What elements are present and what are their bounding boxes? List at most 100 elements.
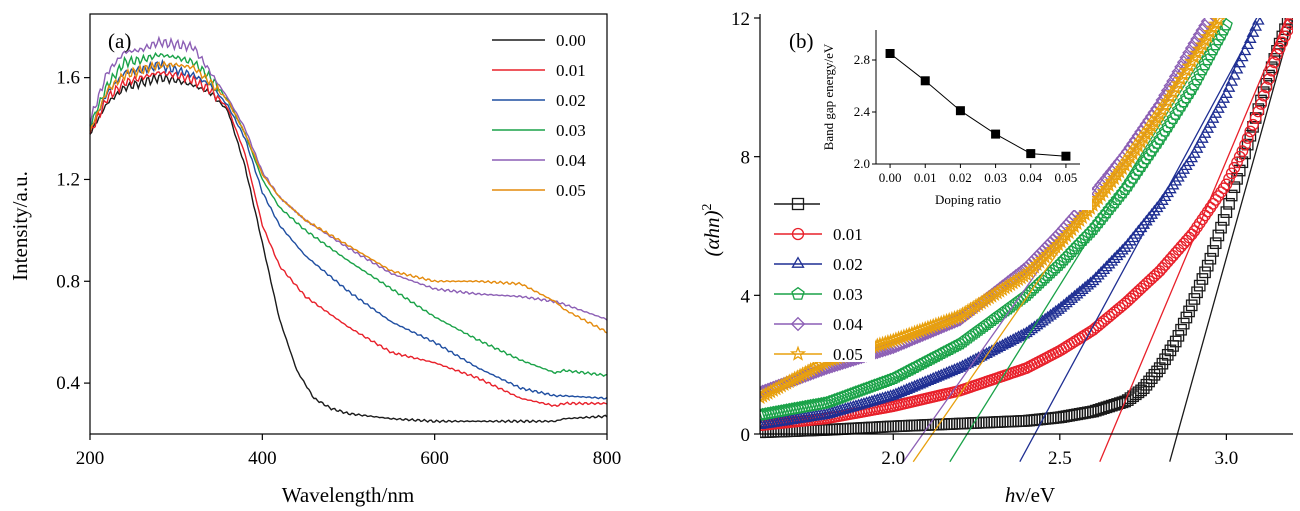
panel-b-data-marker	[1189, 45, 1205, 60]
panel-a-x-tick-label: 200	[76, 448, 105, 469]
inset-x-tick-label: 0.04	[1019, 170, 1042, 185]
panel-b-data-marker	[929, 370, 943, 382]
panel-b-series-0.02	[760, 18, 1265, 429]
panel-b-data-marker	[1208, 18, 1224, 31]
panel-b-data-marker	[932, 348, 945, 361]
panel-a-series-group	[89, 35, 608, 424]
panel-b-data-marker	[884, 389, 897, 401]
panel-b-data-marker	[1125, 145, 1141, 161]
panel-b-data-marker	[969, 325, 983, 338]
panel-b-data-marker	[926, 350, 940, 364]
panel-b-data-marker	[1116, 243, 1129, 255]
panel-a-legend-label: 0.03	[556, 121, 586, 140]
panel-b-legend-label: 0.04	[833, 315, 863, 334]
panel-a-legend-label: 0.02	[556, 91, 586, 110]
panel-b-x-tick-label: 3.0	[1215, 448, 1239, 469]
panel-b-data-marker	[932, 369, 945, 381]
panel-b-data-marker	[1110, 249, 1124, 261]
panel-b-data-marker	[1035, 244, 1050, 258]
inset-background	[820, 22, 1092, 210]
panel-b-data-marker	[900, 383, 913, 394]
panel-b-data-marker	[1233, 164, 1246, 177]
panel-b-data-marker	[905, 380, 919, 392]
panel-b-data-marker	[1167, 80, 1184, 96]
panel-b-data-marker	[1096, 183, 1112, 199]
panel-b-data-marker	[996, 305, 1009, 319]
panel-b-legend: 0.000.010.020.030.040.05	[770, 190, 875, 364]
panel-b-data-marker	[942, 342, 956, 355]
panel-b-data-marker	[972, 323, 985, 336]
panel-b-data-marker	[1191, 286, 1203, 299]
panel-a-plot-frame	[89, 13, 608, 435]
panel-b-data-marker	[1171, 103, 1185, 116]
panel-b-data-marker	[884, 372, 898, 385]
panel-b-data-marker	[846, 400, 860, 411]
panel-b-data-marker	[998, 304, 1012, 317]
panel-b-data-marker	[1172, 329, 1185, 342]
panel-b-data-marker	[1078, 230, 1092, 244]
panel-b-data-marker	[937, 367, 951, 379]
panel-b-data-marker	[900, 364, 914, 378]
panel-b-data-marker	[1284, 18, 1293, 30]
panel-b-data-marker	[894, 385, 908, 397]
panel-b-data-marker	[1102, 202, 1116, 215]
panel-b-data-marker	[1281, 18, 1293, 28]
panel-b-data-marker	[1046, 232, 1061, 247]
panel-b-data-marker	[1233, 150, 1246, 163]
panel-b-data-marker	[1100, 260, 1113, 272]
panel-b-data-marker	[1004, 300, 1017, 313]
panel-b-data-marker	[1182, 86, 1196, 100]
panel-b-data-marker	[902, 381, 916, 393]
panel-a-y-tick-label: 1.6	[56, 68, 80, 89]
panel-b-data-marker	[1177, 95, 1191, 108]
panel-b-legend-label: 0.02	[833, 255, 863, 274]
panel-b-data-marker	[1117, 157, 1133, 172]
panel-b-data-marker	[1196, 273, 1209, 285]
panel-b-data-marker	[1204, 252, 1217, 265]
panel-b-data-marker	[940, 343, 953, 357]
panel-b-data-marker	[1086, 274, 1100, 286]
panel-b-data-marker	[857, 382, 871, 395]
panel-b-data-marker	[1155, 128, 1169, 141]
panel-b-data-marker	[1193, 279, 1206, 292]
panel-b-legend-marker	[791, 197, 805, 211]
panel-b-data-marker	[1180, 234, 1193, 247]
panel-b-data-marker	[1108, 196, 1121, 209]
panel-b-data-marker	[1060, 250, 1073, 263]
panel-b-data-marker	[1097, 263, 1111, 275]
panel-b-data-marker	[1257, 89, 1270, 102]
panel-b-data-marker	[1159, 259, 1171, 271]
panel-b-data-marker	[1185, 82, 1199, 95]
panel-b-data-marker	[1177, 317, 1190, 330]
panel-b-series-group	[760, 18, 1293, 463]
panel-b-data-marker	[894, 367, 908, 380]
panel-b-data-marker	[1181, 58, 1197, 73]
panel-b-data-marker	[1100, 205, 1113, 219]
panel-b-data-marker	[910, 359, 924, 372]
panel-b-data-marker	[892, 386, 905, 398]
panel-b-axes	[759, 14, 1293, 435]
panel-a-x-tick-label: 400	[248, 448, 277, 469]
panel-b-data-marker	[873, 376, 887, 389]
panel-a-legend: 0.00 0.01 0.02 0.03 0.04 0.05	[492, 31, 586, 200]
panel-b-data-marker	[902, 363, 916, 376]
inset-band-gap-line	[889, 53, 1066, 157]
panel-a-x-axis-label: Wavelength/nm	[282, 483, 414, 507]
panel-b-data-marker	[1268, 56, 1281, 69]
panel-b-data-marker	[1158, 124, 1172, 137]
panel-b-data-marker	[924, 373, 937, 384]
panel-b-data-marker	[1199, 266, 1211, 279]
panel-b-data-marker	[889, 387, 903, 399]
panel-b-data-marker	[974, 321, 988, 334]
panel-b-data-marker	[822, 394, 836, 408]
panel-b-data-marker	[897, 384, 911, 396]
panel-b-data-marker	[1012, 294, 1025, 307]
panel-b-data-marker	[934, 368, 948, 380]
panel-a-y-tick-label: 0.4	[56, 373, 80, 394]
panel-b-data-marker	[1263, 73, 1275, 85]
panel-b-data-marker	[908, 379, 921, 391]
panel-b-data-marker	[913, 357, 927, 371]
panel-b-data-marker	[1151, 106, 1168, 122]
panel-b-data-marker	[934, 346, 948, 360]
